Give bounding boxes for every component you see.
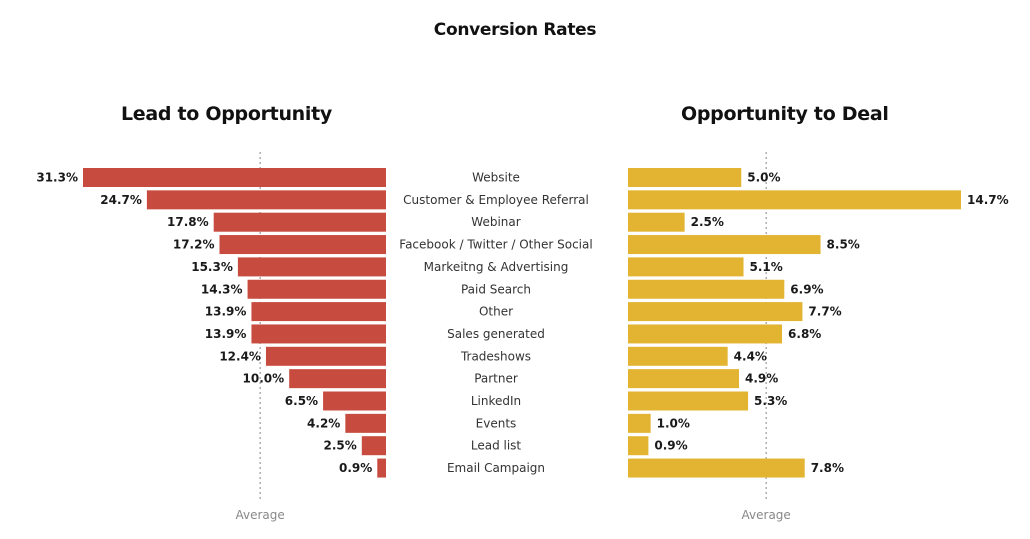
category-label: Tradeshows	[460, 349, 531, 363]
left-panel-title: Lead to Opportunity	[121, 103, 332, 125]
right-bar	[628, 168, 742, 187]
left-bar	[251, 302, 386, 322]
left-bar-value-label: 14.3%	[201, 282, 243, 296]
right-bar	[628, 458, 805, 478]
left-bar-value-label: 13.9%	[205, 327, 247, 341]
right-bar	[628, 346, 728, 366]
category-label: Paid Search	[461, 282, 531, 296]
category-label: Facebook / Twitter / Other Social	[399, 238, 592, 252]
right-bar	[628, 391, 749, 411]
left-bar-value-label: 0.9%	[339, 461, 372, 475]
left-bar-value-label: 31.3%	[36, 171, 78, 185]
left-bar	[146, 190, 386, 210]
left-bar	[361, 436, 386, 456]
right-bar	[628, 413, 651, 433]
right-bar-value-label: 2.5%	[691, 215, 724, 229]
chart-title: Conversion Rates	[433, 20, 597, 40]
right-bar-value-label: 0.9%	[654, 439, 687, 453]
left-bar	[251, 324, 386, 344]
right-bar	[628, 279, 785, 299]
left-bar-value-label: 15.3%	[191, 260, 233, 274]
category-label: Email Campaign	[447, 461, 545, 475]
left-bar	[237, 257, 386, 277]
left-bar-value-label: 12.4%	[219, 349, 261, 363]
left-bar-value-label: 17.8%	[167, 215, 209, 229]
right-bar-value-label: 4.9%	[745, 372, 778, 386]
left-bar-value-label: 13.9%	[205, 305, 247, 319]
category-label: Partner	[474, 372, 518, 386]
right-bar	[628, 302, 803, 322]
left-bar	[265, 346, 386, 366]
left-bar-value-label: 17.2%	[173, 238, 215, 252]
right-average-label: Average	[742, 508, 791, 522]
category-label: Webinar	[471, 215, 520, 229]
right-bar-value-label: 1.0%	[657, 416, 690, 430]
left-bar	[323, 391, 386, 411]
right-bar-value-label: 5.0%	[747, 171, 780, 185]
category-label: Sales generated	[447, 327, 545, 341]
right-bar-value-label: 7.8%	[811, 461, 844, 475]
category-label: Other	[479, 305, 513, 319]
left-bar-value-label: 6.5%	[285, 394, 318, 408]
category-label: Customer & Employee Referral	[403, 193, 589, 207]
right-panel-title: Opportunity to Deal	[681, 103, 889, 125]
right-bar-value-label: 6.8%	[788, 327, 821, 341]
category-label: Lead list	[471, 439, 522, 453]
left-bar	[83, 168, 386, 187]
right-bar	[628, 257, 744, 277]
right-bar	[628, 190, 961, 210]
category-label: Website	[472, 171, 520, 185]
left-bar	[289, 369, 386, 389]
right-bar-value-label: 8.5%	[827, 238, 860, 252]
category-label: LinkedIn	[471, 394, 521, 408]
right-bar	[628, 436, 649, 456]
right-bar-value-label: 6.9%	[790, 282, 823, 296]
left-bar-value-label: 10.0%	[243, 372, 285, 386]
right-bar-value-label: 5.3%	[754, 394, 787, 408]
left-bar-value-label: 2.5%	[324, 439, 357, 453]
left-bar-value-label: 4.2%	[307, 416, 340, 430]
right-bar	[628, 212, 685, 232]
left-bar	[247, 279, 386, 299]
right-bar	[628, 235, 821, 255]
category-label: Markeitng & Advertising	[424, 260, 569, 274]
left-average-label: Average	[236, 508, 285, 522]
right-bar-value-label: 14.7%	[967, 193, 1009, 207]
category-label: Events	[476, 416, 517, 430]
left-bar	[219, 235, 386, 255]
right-bar-value-label: 4.4%	[734, 349, 767, 363]
right-bar	[628, 324, 783, 344]
right-bar	[628, 369, 739, 389]
left-bar	[377, 458, 386, 478]
right-bar-value-label: 5.1%	[750, 260, 783, 274]
left-bar	[345, 413, 386, 433]
left-bar-value-label: 24.7%	[100, 193, 142, 207]
left-bar	[213, 212, 386, 232]
right-bar-value-label: 7.7%	[808, 305, 841, 319]
